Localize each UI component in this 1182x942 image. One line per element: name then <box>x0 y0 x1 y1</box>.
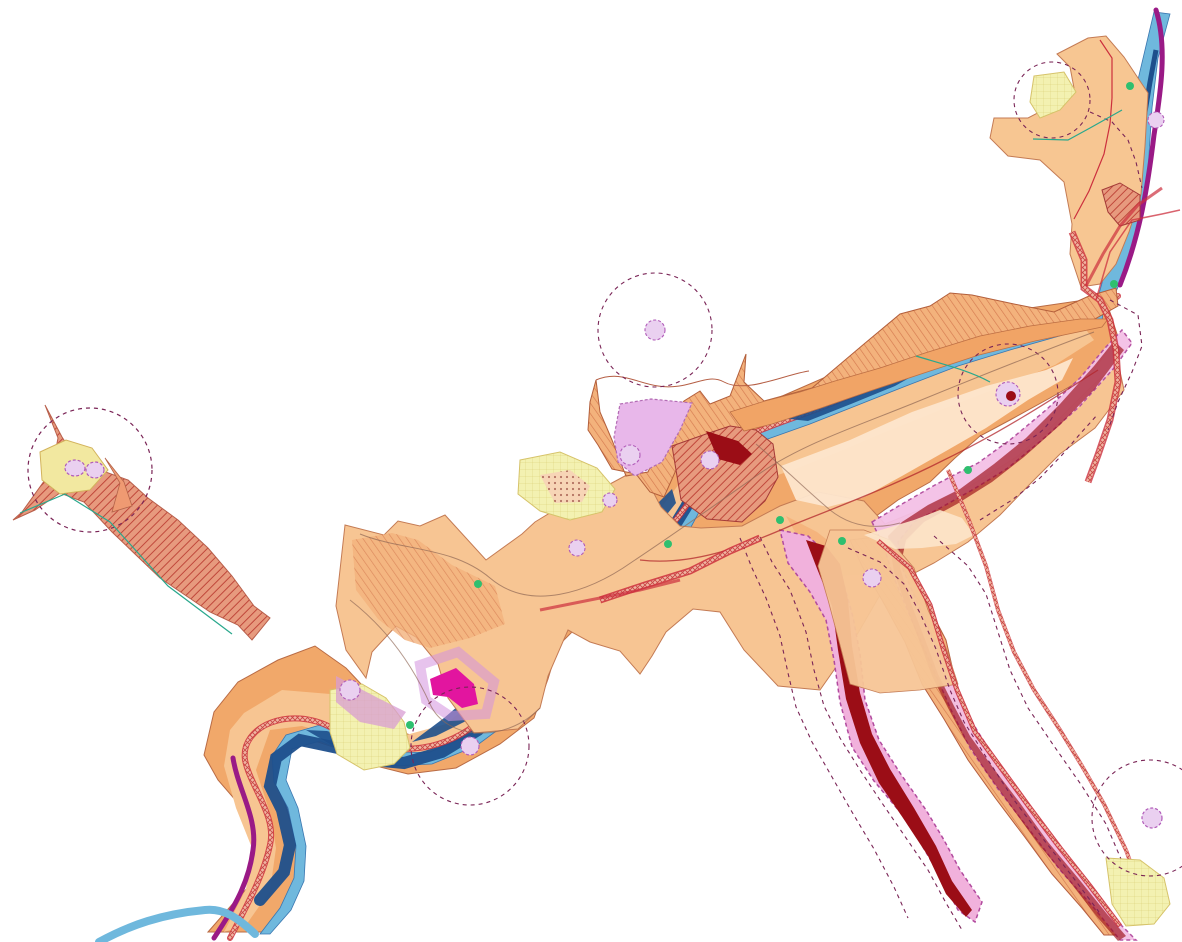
upper-left-tributary-valley[interactable] <box>12 404 271 641</box>
northeast-valley[interactable] <box>989 35 1165 484</box>
line-network <box>349 109 1181 734</box>
southern-branch-valleys[interactable] <box>739 328 1182 941</box>
upper-left-influence-circle[interactable] <box>27 407 153 533</box>
dashed-buffer-symbols[interactable] <box>339 82 1134 806</box>
